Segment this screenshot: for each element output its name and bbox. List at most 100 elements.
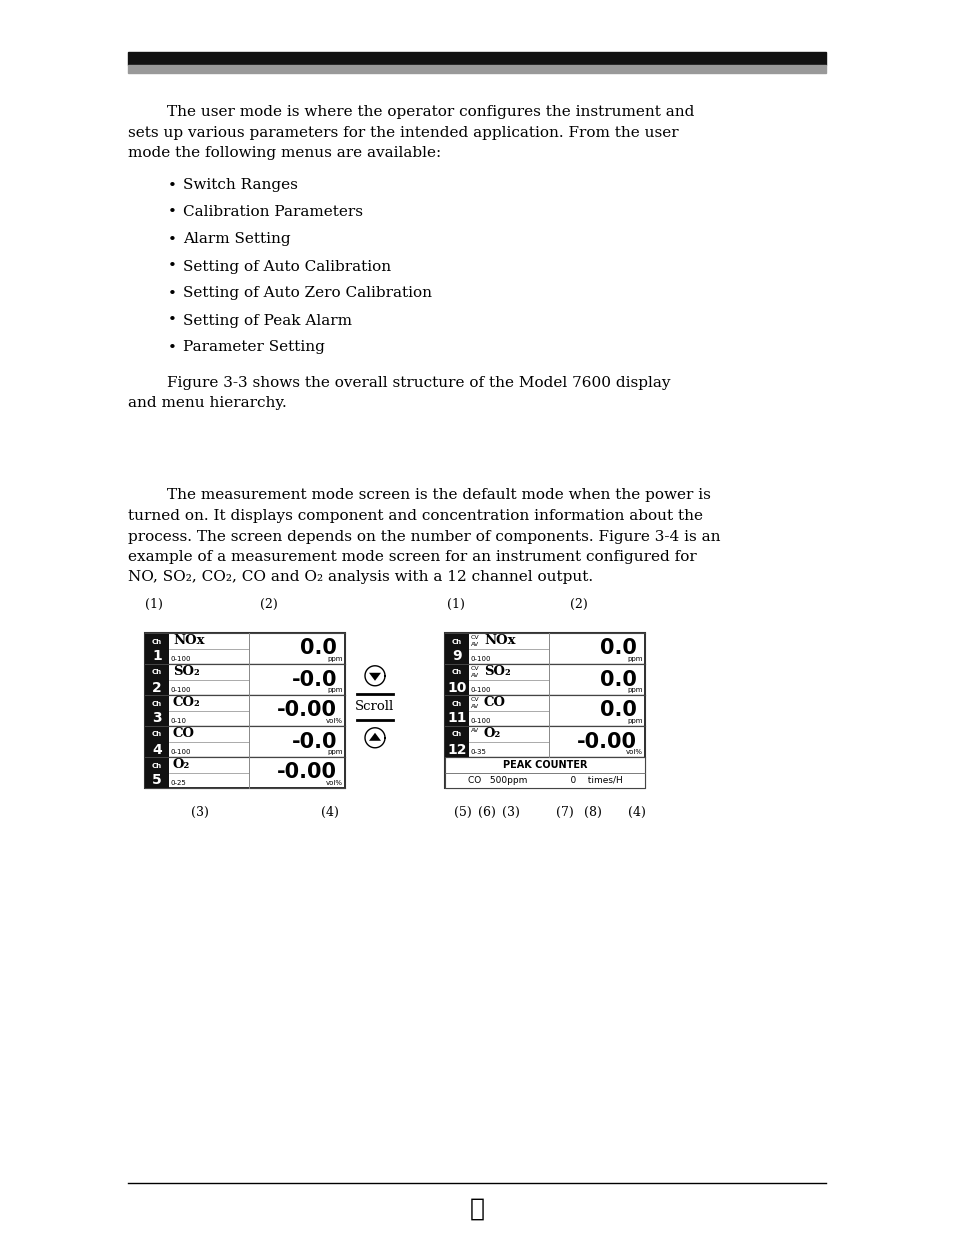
Text: Setting of Auto Calibration: Setting of Auto Calibration (183, 259, 391, 273)
Text: NOx: NOx (172, 634, 204, 647)
Text: 0-10: 0-10 (171, 718, 187, 724)
Text: Ch: Ch (452, 669, 461, 676)
Bar (444, 650, 469, 664)
Text: (6): (6) (477, 806, 496, 819)
Text: CO₂: CO₂ (172, 697, 200, 709)
Text: vol%: vol% (326, 781, 343, 785)
Text: turned on. It displays component and concentration information about the: turned on. It displays component and con… (128, 509, 702, 522)
Bar (444, 680, 469, 695)
Bar (444, 757, 644, 788)
Text: Alarm Setting: Alarm Setting (183, 232, 291, 247)
Text: •: • (168, 287, 176, 300)
Text: 0-100: 0-100 (471, 687, 491, 693)
Text: vol%: vol% (625, 748, 642, 755)
Bar (145, 742, 169, 757)
Text: 0-100: 0-100 (471, 656, 491, 662)
Text: NO, SO₂, CO₂, CO and O₂ analysis with a 12 channel output.: NO, SO₂, CO₂, CO and O₂ analysis with a … (128, 571, 593, 584)
Text: PEAK COUNTER: PEAK COUNTER (502, 760, 587, 769)
Text: Setting of Peak Alarm: Setting of Peak Alarm (183, 314, 352, 327)
Text: and menu hierarchy.: and menu hierarchy. (128, 396, 287, 410)
Text: Ch: Ch (152, 638, 162, 645)
Bar (444, 634, 644, 788)
Text: Ch: Ch (152, 669, 162, 676)
Text: Parameter Setting: Parameter Setting (183, 341, 325, 354)
Text: Ch: Ch (452, 638, 461, 645)
Text: CO: CO (172, 727, 194, 740)
Text: O₂: O₂ (172, 758, 190, 771)
Text: 12: 12 (447, 742, 466, 757)
Text: 0.0: 0.0 (599, 638, 637, 658)
Bar (145, 727, 169, 742)
Text: 9: 9 (452, 650, 461, 663)
Bar (145, 634, 169, 650)
Bar (146, 664, 344, 694)
Polygon shape (369, 673, 380, 680)
Text: 1: 1 (152, 650, 162, 663)
Text: sets up various parameters for the intended application. From the user: sets up various parameters for the inten… (128, 126, 678, 140)
Text: example of a measurement mode screen for an instrument configured for: example of a measurement mode screen for… (128, 550, 696, 564)
Bar (444, 727, 469, 742)
Text: •: • (168, 205, 176, 220)
Text: •: • (168, 259, 176, 273)
Text: AV: AV (471, 727, 478, 734)
Text: SO₂: SO₂ (483, 664, 510, 678)
Text: -0.00: -0.00 (276, 762, 336, 783)
Text: vol%: vol% (326, 718, 343, 724)
Bar (145, 773, 169, 788)
Bar (145, 680, 169, 695)
Text: CV: CV (471, 666, 479, 671)
Text: ppm: ppm (327, 748, 343, 755)
Text: Figure 3-3 shows the overall structure of the Model 7600 display: Figure 3-3 shows the overall structure o… (128, 375, 670, 389)
Text: ppm: ppm (327, 687, 343, 693)
Bar (145, 697, 169, 711)
Text: Scroll: Scroll (355, 700, 395, 714)
Text: CV: CV (471, 697, 479, 701)
Text: (1): (1) (145, 598, 163, 611)
Text: 0-25: 0-25 (171, 781, 187, 785)
Text: •: • (168, 341, 176, 354)
Text: (3): (3) (501, 806, 519, 819)
Text: •: • (168, 314, 176, 327)
Text: CO   500ppm               0    times/H: CO 500ppm 0 times/H (467, 776, 621, 784)
Text: CV: CV (471, 635, 479, 640)
Text: (4): (4) (321, 806, 338, 819)
Text: 0-100: 0-100 (171, 748, 192, 755)
Bar (444, 711, 469, 726)
Bar (444, 742, 469, 757)
Text: Switch Ranges: Switch Ranges (183, 179, 297, 193)
Text: (4): (4) (627, 806, 645, 819)
Text: ppm: ppm (327, 656, 343, 662)
Text: ppm: ppm (627, 687, 642, 693)
Bar (444, 697, 469, 711)
Bar (444, 634, 469, 650)
Bar (145, 664, 169, 680)
Bar (128, 52, 825, 65)
Text: ✸: ✸ (469, 1198, 484, 1221)
Text: 0.0: 0.0 (599, 700, 637, 720)
Text: (5): (5) (454, 806, 472, 819)
Text: 0.0: 0.0 (599, 669, 637, 689)
Text: process. The screen depends on the number of components. Figure 3-4 is an: process. The screen depends on the numbe… (128, 530, 720, 543)
Bar (446, 697, 643, 725)
Bar (145, 650, 169, 664)
Text: Ch: Ch (452, 731, 461, 737)
Text: 11: 11 (447, 711, 466, 725)
Text: -0.00: -0.00 (577, 731, 637, 752)
Text: 0.0: 0.0 (300, 638, 336, 658)
Text: -0.0: -0.0 (292, 669, 336, 689)
Text: (2): (2) (569, 598, 587, 611)
Text: (2): (2) (260, 598, 277, 611)
Text: -0.00: -0.00 (276, 700, 336, 720)
Bar (145, 634, 345, 788)
Text: Ch: Ch (152, 731, 162, 737)
Text: (3): (3) (191, 806, 209, 819)
Bar (145, 711, 169, 726)
Bar (146, 634, 344, 663)
Text: Setting of Auto Zero Calibration: Setting of Auto Zero Calibration (183, 287, 432, 300)
Text: 10: 10 (447, 680, 466, 694)
Text: ppm: ppm (627, 718, 642, 724)
Text: AV: AV (471, 642, 478, 647)
Text: NOx: NOx (483, 634, 515, 647)
Text: The measurement mode screen is the default mode when the power is: The measurement mode screen is the defau… (128, 489, 710, 503)
Bar (145, 758, 169, 773)
